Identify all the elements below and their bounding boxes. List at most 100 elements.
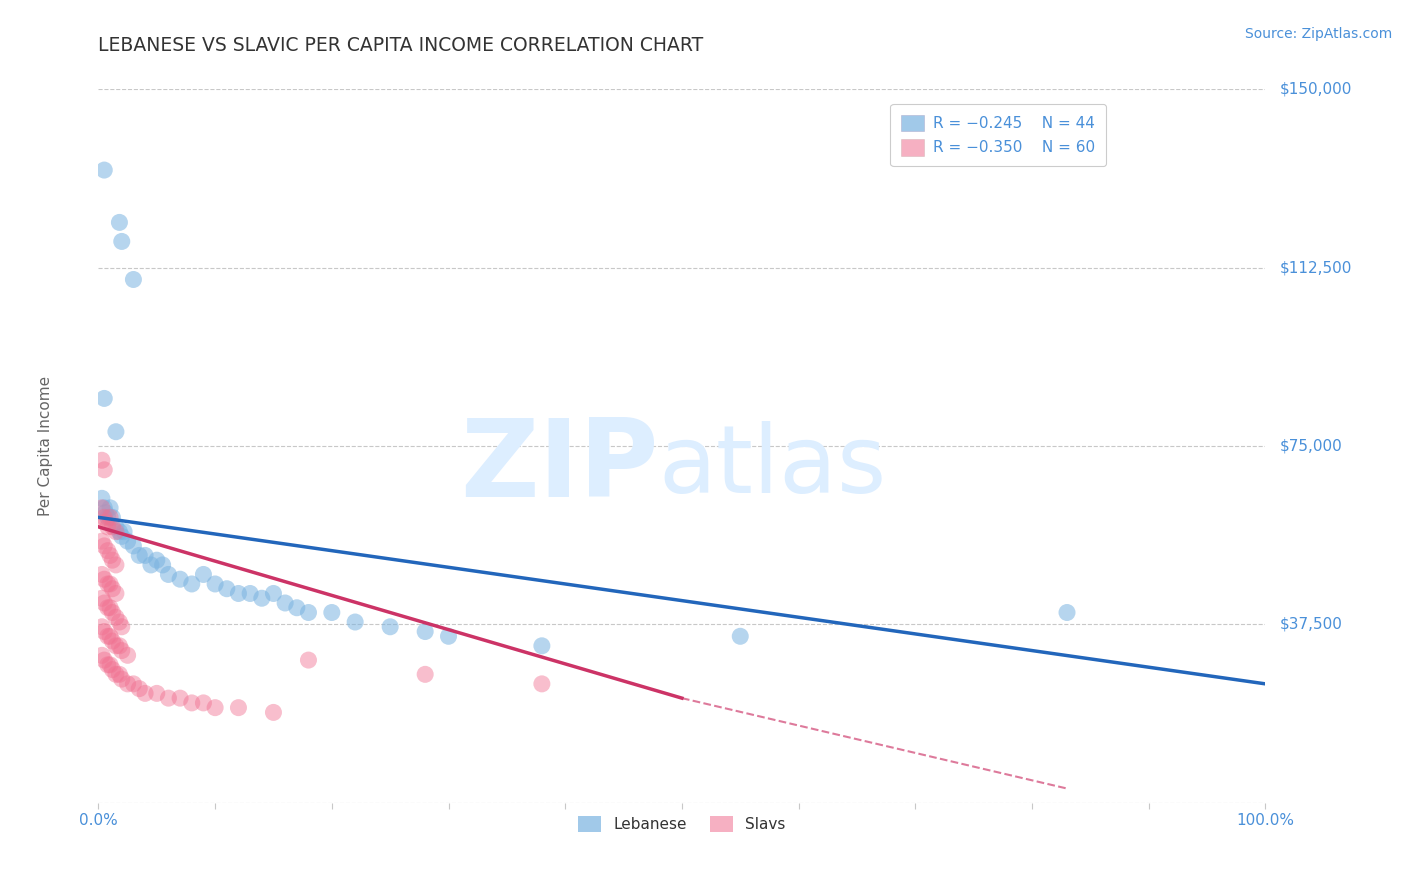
- Text: ZIP: ZIP: [460, 415, 658, 520]
- Text: Source: ZipAtlas.com: Source: ZipAtlas.com: [1244, 27, 1392, 41]
- Point: [108, 524, 131, 539]
- Point: [97, 510, 120, 524]
- Point: [108, 639, 131, 653]
- Point: [104, 520, 127, 534]
- Point: [90, 453, 112, 467]
- Point: [117, 534, 139, 549]
- Point: [239, 586, 262, 600]
- Point: [98, 629, 121, 643]
- Point: [101, 634, 124, 648]
- Point: [104, 558, 127, 572]
- Point: [94, 506, 117, 520]
- Point: [413, 667, 436, 681]
- Point: [104, 667, 127, 681]
- Point: [101, 520, 124, 534]
- Point: [169, 691, 191, 706]
- Point: [228, 700, 250, 714]
- Point: [93, 500, 115, 515]
- Text: $150,000: $150,000: [1279, 82, 1351, 96]
- Point: [90, 500, 112, 515]
- Point: [134, 686, 156, 700]
- Point: [101, 553, 124, 567]
- Point: [169, 572, 191, 586]
- Point: [262, 706, 284, 720]
- Point: [94, 515, 117, 529]
- Point: [152, 558, 174, 572]
- Point: [93, 572, 115, 586]
- Point: [111, 672, 134, 686]
- Point: [146, 553, 169, 567]
- Point: [93, 539, 115, 553]
- Point: [297, 606, 319, 620]
- Point: [297, 653, 319, 667]
- Point: [111, 643, 134, 657]
- Point: [93, 463, 115, 477]
- Point: [108, 667, 131, 681]
- Point: [111, 529, 134, 543]
- Point: [530, 639, 553, 653]
- Text: atlas: atlas: [658, 421, 887, 514]
- Point: [380, 620, 402, 634]
- Legend: Lebanese, Slavs: Lebanese, Slavs: [572, 810, 792, 838]
- Point: [104, 639, 127, 653]
- Point: [90, 567, 112, 582]
- Point: [97, 629, 120, 643]
- Point: [97, 520, 120, 534]
- Point: [97, 577, 120, 591]
- Point: [180, 577, 202, 591]
- Point: [90, 534, 112, 549]
- Point: [93, 510, 115, 524]
- Point: [204, 700, 226, 714]
- Point: [321, 606, 343, 620]
- Point: [93, 163, 115, 178]
- Point: [157, 567, 180, 582]
- Point: [104, 586, 127, 600]
- Point: [117, 677, 139, 691]
- Point: [97, 600, 120, 615]
- Point: [101, 582, 124, 596]
- Point: [530, 677, 553, 691]
- Point: [93, 653, 115, 667]
- Point: [285, 600, 308, 615]
- Point: [122, 272, 145, 286]
- Point: [90, 648, 112, 663]
- Point: [228, 586, 250, 600]
- Point: [98, 600, 121, 615]
- Point: [111, 235, 134, 249]
- Point: [413, 624, 436, 639]
- Point: [117, 648, 139, 663]
- Point: [437, 629, 460, 643]
- Point: [730, 629, 752, 643]
- Text: Per Capita Income: Per Capita Income: [38, 376, 53, 516]
- Point: [98, 549, 121, 563]
- Point: [108, 615, 131, 629]
- Point: [101, 510, 124, 524]
- Point: [93, 392, 115, 406]
- Point: [101, 663, 124, 677]
- Point: [98, 510, 121, 524]
- Point: [215, 582, 238, 596]
- Text: LEBANESE VS SLAVIC PER CAPITA INCOME CORRELATION CHART: LEBANESE VS SLAVIC PER CAPITA INCOME COR…: [98, 36, 703, 54]
- Point: [108, 215, 131, 229]
- Point: [111, 620, 134, 634]
- Point: [98, 500, 121, 515]
- Point: [193, 696, 215, 710]
- Text: $37,500: $37,500: [1279, 617, 1343, 632]
- Point: [1056, 606, 1078, 620]
- Point: [274, 596, 297, 610]
- Point: [262, 586, 284, 600]
- Point: [134, 549, 156, 563]
- Point: [157, 691, 180, 706]
- Point: [90, 620, 112, 634]
- Point: [97, 543, 120, 558]
- Point: [104, 524, 127, 539]
- Point: [204, 577, 226, 591]
- Point: [139, 558, 162, 572]
- Point: [112, 524, 135, 539]
- Point: [180, 696, 202, 710]
- Point: [128, 549, 150, 563]
- Point: [344, 615, 367, 629]
- Point: [98, 657, 121, 672]
- Point: [93, 624, 115, 639]
- Point: [146, 686, 169, 700]
